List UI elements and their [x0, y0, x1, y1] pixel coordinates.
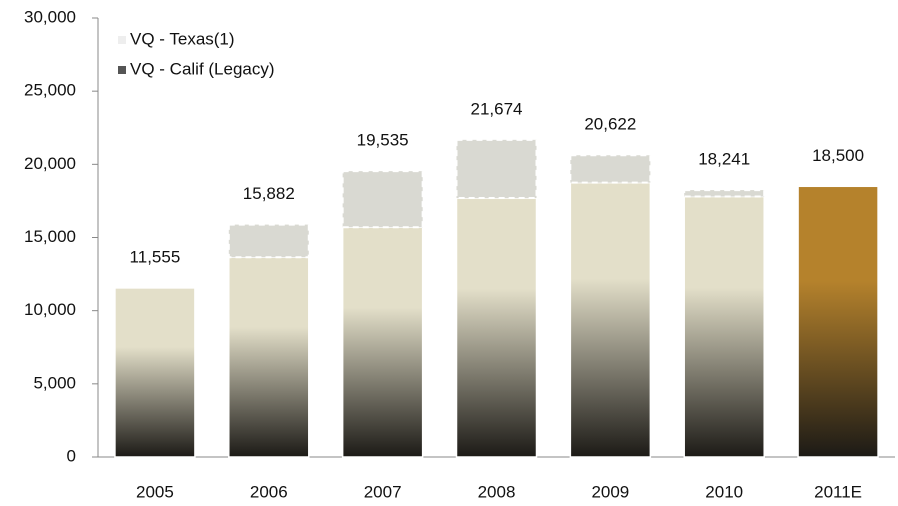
x-tick-label: 2005 — [136, 482, 174, 501]
y-tick-label: 25,000 — [24, 81, 76, 100]
x-tick-label: 2011E — [814, 482, 862, 501]
bar-segment — [797, 185, 879, 458]
bar-segment — [569, 181, 652, 458]
bar-segment — [114, 287, 196, 458]
y-tick-label: 30,000 — [24, 7, 76, 26]
total-label: 15,882 — [243, 184, 295, 203]
total-label: 20,622 — [584, 115, 636, 134]
bar-segment — [228, 256, 310, 458]
total-label: 21,674 — [471, 99, 523, 118]
bar-segment — [683, 189, 766, 198]
y-tick-label: 20,000 — [24, 154, 76, 173]
bar-segment — [683, 195, 765, 458]
x-tick-label: 2010 — [705, 482, 743, 501]
bar-segment — [455, 197, 538, 458]
x-tick-label: 2007 — [364, 482, 402, 501]
bar-segment — [569, 154, 652, 184]
legend-swatch — [118, 36, 126, 44]
y-tick-label: 5,000 — [33, 373, 76, 392]
bar-segment — [341, 170, 424, 229]
legend-label: VQ - Calif (Legacy) — [130, 59, 275, 78]
total-label: 18,500 — [812, 146, 864, 165]
bar-segment — [341, 226, 424, 458]
legend-swatch — [118, 66, 126, 74]
legend-label: VQ - Texas(1) — [130, 29, 235, 48]
y-tick-label: 15,000 — [24, 227, 76, 246]
x-tick-label: 2009 — [591, 482, 629, 501]
y-tick-label: 10,000 — [24, 300, 76, 319]
x-tick-label: 2008 — [478, 482, 516, 501]
total-label: 19,535 — [357, 131, 409, 150]
bar-segment — [455, 138, 538, 199]
total-label: 11,555 — [130, 247, 181, 266]
y-tick-label: 0 — [67, 446, 76, 465]
bar-segment — [227, 223, 310, 259]
total-label: 18,241 — [698, 150, 750, 169]
x-tick-label: 2006 — [250, 482, 288, 501]
